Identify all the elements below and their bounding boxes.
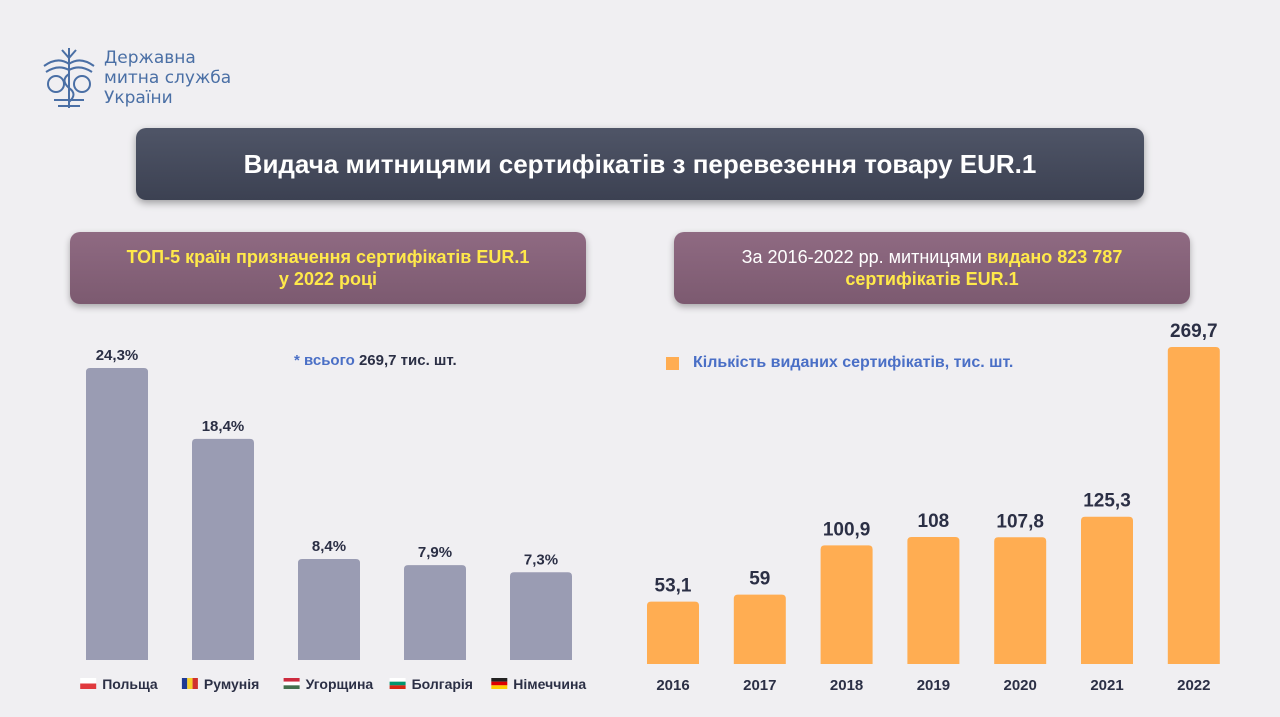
- category-label: Угорщина: [306, 676, 374, 692]
- flag-germany-icon: [491, 678, 508, 689]
- left-heading-line2: у 2022 році: [278, 269, 378, 289]
- bar: [647, 601, 699, 664]
- bar: [820, 545, 873, 664]
- legend-swatch: [666, 356, 679, 370]
- category-label: 2019: [917, 677, 950, 694]
- data-label: 8,4%: [312, 538, 346, 555]
- right-heading-plain: За 2016-2022 рр. митницями: [741, 247, 982, 267]
- flag-hungary-icon: [283, 678, 300, 689]
- left-heading-line1: ТОП-5 країн призначення сертифікатів EUR…: [126, 247, 530, 267]
- right-heading-line2: сертифікатів EUR.1: [845, 269, 1019, 289]
- bar: [510, 572, 572, 660]
- customs-emblem-icon: [43, 48, 95, 108]
- bar: [298, 559, 360, 660]
- data-label: 100,9: [823, 519, 871, 540]
- page-title: Видача митницями сертифікатів з перевезе…: [136, 128, 1144, 200]
- flag-bulgaria-icon: [389, 678, 406, 689]
- right-chart-heading: За 2016-2022 рр. митницями видано 823 78…: [674, 232, 1190, 304]
- category-label: 2021: [1090, 677, 1123, 694]
- data-label: 125,3: [1083, 491, 1131, 512]
- logo-line: Державна: [104, 48, 196, 68]
- legend-label: Кількість виданих сертифікатів, тис. шт.: [693, 354, 1014, 371]
- bar: [86, 368, 148, 660]
- logo-text: Державна митна служба України: [104, 48, 231, 108]
- bar: [192, 438, 254, 660]
- data-label: 53,1: [655, 576, 692, 597]
- data-label: 107,8: [996, 511, 1044, 532]
- logo-line: України: [104, 88, 173, 108]
- left-chart-heading: ТОП-5 країн призначення сертифікатів EUR…: [70, 232, 586, 304]
- data-label: 269,7: [1170, 321, 1218, 342]
- bar: [733, 594, 786, 664]
- bar: [994, 537, 1047, 664]
- bar: [1167, 347, 1220, 664]
- category-label: 2022: [1177, 677, 1210, 694]
- total-note-prefix: * всього: [294, 352, 355, 369]
- logo: Державна митна служба України: [40, 44, 280, 114]
- category-label: Болгарія: [412, 676, 473, 692]
- category-label: Польща: [102, 676, 158, 692]
- data-label: 59: [749, 569, 770, 590]
- bar: [404, 565, 466, 660]
- logo-line: митна служба: [104, 68, 232, 88]
- chart-legend: Кількість виданих сертифікатів, тис. шт.: [666, 354, 1013, 372]
- flag-romania-icon: [181, 678, 198, 689]
- flag-poland-icon: [80, 678, 97, 689]
- data-label: 7,3%: [524, 551, 558, 568]
- bar: [907, 537, 960, 664]
- data-label: 24,3%: [96, 347, 139, 364]
- total-note-value: 269,7 тис. шт.: [358, 352, 457, 369]
- bar: [1081, 516, 1133, 664]
- data-label: 108: [918, 511, 950, 532]
- category-label: Німеччина: [513, 676, 586, 692]
- category-label: Румунія: [204, 676, 259, 692]
- data-label: 7,9%: [418, 544, 452, 561]
- category-label: 2018: [830, 677, 863, 694]
- category-label: 2020: [1004, 677, 1037, 694]
- data-label: 18,4%: [202, 418, 245, 435]
- category-label: 2017: [743, 677, 776, 694]
- category-label: 2016: [656, 677, 689, 694]
- right-heading-bold: видано 823 787: [986, 247, 1123, 267]
- total-note: * всього 269,7 тис. шт.: [294, 352, 457, 369]
